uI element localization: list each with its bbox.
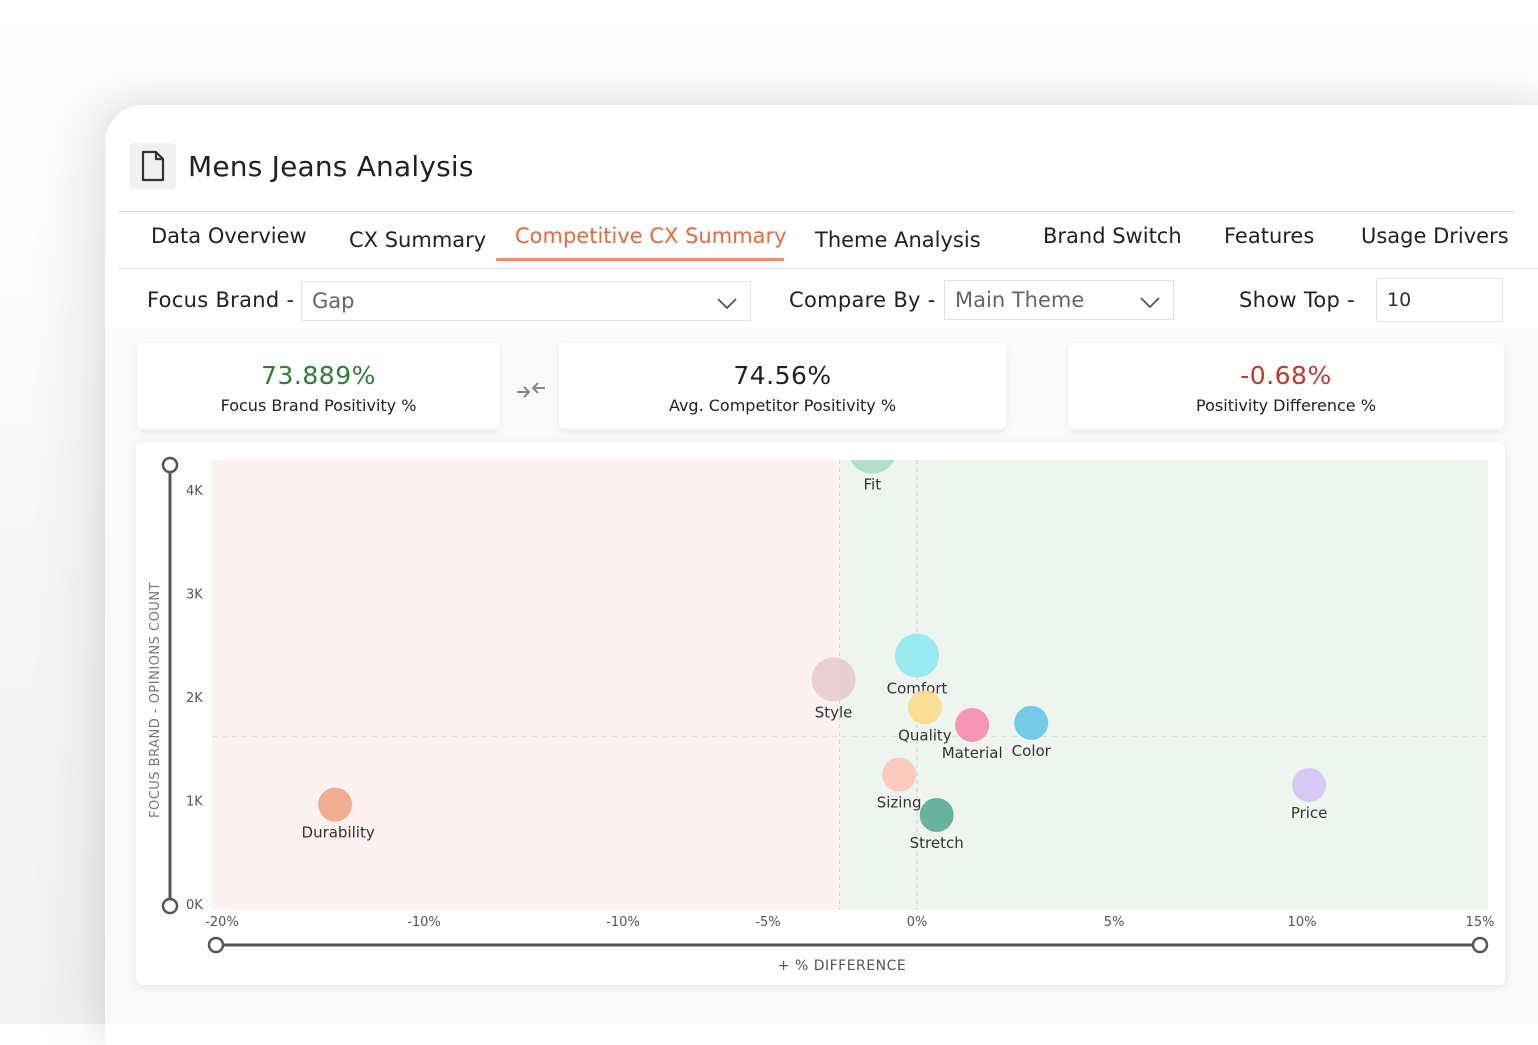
tab-competitive-cx-summary[interactable]: Competitive CX Summary <box>515 224 787 248</box>
divider <box>118 211 1515 212</box>
focus-brand-label: Focus Brand - <box>147 288 295 312</box>
x-tick-label: 5% <box>1104 915 1125 930</box>
tab-theme-analysis[interactable]: Theme Analysis <box>815 228 981 252</box>
point-label-sizing: Sizing <box>877 794 922 812</box>
document-icon <box>130 143 176 189</box>
y-tick-label: 1K <box>186 795 203 810</box>
kpi-focus-value: 73.889% <box>261 361 376 390</box>
point-durability[interactable] <box>318 787 353 822</box>
tab-usage-drivers[interactable]: Usage Drivers <box>1361 224 1509 248</box>
page-title: Mens Jeans Analysis <box>188 149 474 183</box>
tab-brand-switch[interactable]: Brand Switch <box>1043 224 1182 248</box>
show-top-label: Show Top - <box>1239 288 1356 312</box>
active-tab-indicator <box>496 258 784 261</box>
x-tick-label: -20% <box>205 915 239 930</box>
kpi-competitor-label: Avg. Competitor Positivity % <box>668 396 897 415</box>
x-tick-label: -10% <box>606 915 640 930</box>
focus-brand-value: Gap <box>312 289 355 313</box>
point-label-fit: Fit <box>864 476 882 494</box>
divider <box>118 268 1538 269</box>
y-axis-label: FOCUS BRAND - OPINIONS COUNT <box>148 582 163 818</box>
kpi-difference: -0.68% Positivity Difference % <box>1068 343 1504 429</box>
x-tick-label: 10% <box>1288 915 1317 930</box>
point-comfort[interactable] <box>895 633 939 678</box>
kpi-difference-value: -0.68% <box>1240 361 1332 390</box>
negative-zone <box>212 460 840 910</box>
tab-features[interactable]: Features <box>1224 224 1315 248</box>
y-tick-label: 2K <box>186 691 203 706</box>
point-label-quality: Quality <box>898 726 952 744</box>
point-price[interactable] <box>1292 767 1327 802</box>
chart-card: 0K 1K 2K 3K 4K FOCUS BRAND - OPINIONS COUNT -2… <box>136 442 1505 985</box>
x-tick-label: 15% <box>1466 915 1495 930</box>
kpi-competitor-value: 74.56% <box>733 361 832 390</box>
point-label-durability: Durability <box>302 824 375 842</box>
point-quality[interactable] <box>907 690 942 725</box>
compare-by-value: Main Theme <box>955 288 1085 312</box>
compare-by-select[interactable]: Main Theme <box>944 280 1174 320</box>
x-axis-label: + % DIFFERENCE <box>778 958 906 974</box>
point-sizing[interactable] <box>882 757 917 792</box>
point-label-style: Style <box>815 703 853 721</box>
point-color[interactable] <box>1014 705 1049 740</box>
point-label-color: Color <box>1012 742 1052 760</box>
x-tick-label: -5% <box>755 915 780 930</box>
tab-cx-summary[interactable]: CX Summary <box>349 228 487 252</box>
point-label-stretch: Stretch <box>910 834 964 852</box>
y-tick-label: 0K <box>186 898 203 913</box>
chevron-down-icon <box>1139 291 1161 315</box>
tab-data-overview[interactable]: Data Overview <box>151 224 307 248</box>
x-range-handle-left[interactable] <box>207 936 225 954</box>
show-top-input[interactable]: 10 <box>1376 278 1503 322</box>
scatter-chart: 0K 1K 2K 3K 4K FOCUS BRAND - OPINIONS COUNT -2… <box>148 442 1495 974</box>
y-range-handle-bottom[interactable] <box>161 897 179 915</box>
focus-brand-select[interactable]: Gap <box>301 281 751 321</box>
compare-arrows-icon <box>515 376 547 408</box>
y-range-handle-top[interactable] <box>161 456 179 474</box>
kpi-difference-label: Positivity Difference % <box>1196 396 1376 415</box>
point-label-material: Material <box>942 744 1003 762</box>
kpi-competitor: 74.56% Avg. Competitor Positivity % <box>559 343 1006 429</box>
x-tick-label: -10% <box>407 915 441 930</box>
point-stretch[interactable] <box>919 797 954 832</box>
positive-zone <box>839 460 1488 910</box>
point-fit[interactable] <box>847 442 897 474</box>
chevron-down-icon <box>716 292 738 316</box>
compare-by-label: Compare By - <box>789 288 936 312</box>
show-top-value: 10 <box>1387 289 1412 311</box>
x-range-handle-right[interactable] <box>1471 936 1489 954</box>
point-style[interactable] <box>811 657 856 702</box>
x-tick-label: 0% <box>907 915 928 930</box>
kpi-focus-label: Focus Brand Positivity % <box>220 396 417 415</box>
kpi-focus-brand: 73.889% Focus Brand Positivity % <box>137 343 500 429</box>
y-tick-label: 3K <box>186 588 203 603</box>
y-tick-label: 4K <box>186 484 203 499</box>
point-material[interactable] <box>955 707 990 742</box>
header: Mens Jeans Analysis <box>130 142 474 190</box>
point-label-price: Price <box>1291 804 1328 822</box>
